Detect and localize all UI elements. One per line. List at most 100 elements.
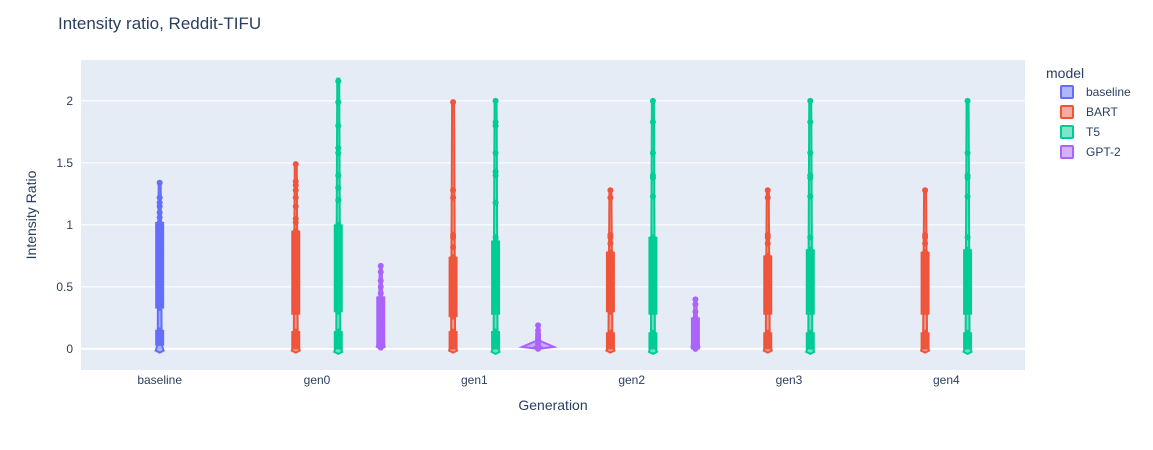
outlier-point [649, 252, 656, 259]
violin-bart-gen3 [762, 187, 773, 354]
outlier-point [807, 265, 814, 272]
y-tick-label: 0.5 [56, 280, 73, 294]
outlier-point [492, 308, 499, 315]
outlier-point [450, 338, 457, 345]
outlier-point [450, 234, 457, 241]
outlier-point [607, 290, 614, 297]
outlier-point [450, 290, 457, 297]
outlier-point [156, 234, 163, 241]
outlier-point [922, 271, 929, 278]
violin-bart-gen4 [919, 187, 931, 354]
outlier-point [964, 290, 971, 297]
outlier-point [922, 333, 929, 340]
outlier-point [764, 302, 771, 309]
outlier-point [377, 296, 384, 303]
outlier-point [764, 259, 771, 266]
outlier-point [807, 333, 814, 340]
outlier-point [450, 313, 457, 320]
outlier-point [450, 259, 457, 266]
outlier-point [335, 283, 342, 290]
y-tick-label: 1.5 [56, 156, 73, 170]
outlier-point [292, 246, 299, 253]
outlier-point [964, 174, 971, 181]
outlier-point [764, 290, 771, 297]
outlier-point [607, 265, 614, 272]
outlier-point [807, 252, 814, 259]
outlier-point [335, 224, 342, 231]
y-tick-label: 2 [66, 94, 73, 108]
outlier-point [492, 333, 499, 340]
outlier-point [377, 283, 384, 290]
outlier-point [964, 97, 971, 104]
legend-title: model [1046, 65, 1084, 81]
outlier-point [764, 296, 771, 303]
outlier-point [649, 338, 656, 345]
outlier-point [292, 228, 299, 235]
outlier-point [450, 254, 457, 261]
outlier-point [922, 283, 929, 290]
outlier-point [292, 277, 299, 284]
outlier-point [764, 277, 771, 284]
outlier-point [492, 277, 499, 284]
outlier-point [377, 290, 384, 297]
outlier-point [807, 150, 814, 156]
outlier-point [649, 271, 656, 278]
legend-label: T5 [1086, 125, 1100, 139]
legend-item-gpt-2[interactable]: GPT-2 [1060, 145, 1121, 159]
outlier-point [292, 203, 299, 210]
outlier-point [649, 283, 656, 290]
outlier-point [292, 328, 299, 335]
outlier-point [922, 343, 929, 350]
outlier-point [377, 327, 384, 334]
outlier-point [964, 265, 971, 272]
violin-gpt-2-gen2 [690, 296, 701, 352]
x-tick-label: gen4 [933, 373, 960, 387]
outlier-point [922, 302, 929, 309]
outlier-point [292, 234, 299, 241]
legend-item-bart[interactable]: BART [1060, 105, 1118, 119]
outlier-point [692, 327, 699, 334]
violin-bart-gen2 [605, 187, 616, 354]
outlier-point [692, 301, 699, 308]
outlier-point [156, 224, 163, 231]
outlier-point [156, 246, 163, 253]
outlier-point [450, 244, 457, 251]
legend-label: GPT-2 [1086, 145, 1121, 159]
outlier-point [450, 296, 457, 303]
outlier-point [922, 308, 929, 315]
outlier-point [450, 194, 457, 201]
outlier-point [292, 290, 299, 297]
outlier-point [964, 256, 971, 263]
outlier-point [607, 277, 614, 284]
legend-item-t5[interactable]: T5 [1060, 125, 1100, 139]
outlier-point [492, 343, 499, 350]
outlier-point [450, 308, 457, 315]
outlier-point [377, 277, 384, 284]
outlier-point [492, 172, 499, 179]
x-tick-label: baseline [137, 373, 182, 387]
outlier-point [156, 179, 163, 186]
outlier-point [649, 119, 656, 125]
outlier-point [922, 296, 929, 303]
outlier-point [492, 290, 499, 297]
outlier-point [607, 302, 614, 309]
outlier-point [492, 328, 499, 335]
outlier-point [807, 338, 814, 345]
outlier-point [764, 234, 771, 241]
outlier-point [607, 308, 614, 315]
outlier-point [922, 338, 929, 345]
outlier-point [649, 193, 656, 200]
outlier-point [335, 259, 342, 266]
x-tick-label: gen3 [776, 373, 803, 387]
outlier-point [156, 194, 163, 201]
outlier-point [292, 259, 299, 266]
outlier-point [335, 122, 342, 129]
legend-swatch [1060, 105, 1074, 119]
legend-item-baseline[interactable]: baseline [1060, 85, 1131, 99]
outlier-point [292, 219, 299, 226]
outlier-point [292, 240, 299, 247]
outlier-point [607, 271, 614, 278]
outlier-point [292, 187, 299, 194]
outlier-point [292, 271, 299, 278]
